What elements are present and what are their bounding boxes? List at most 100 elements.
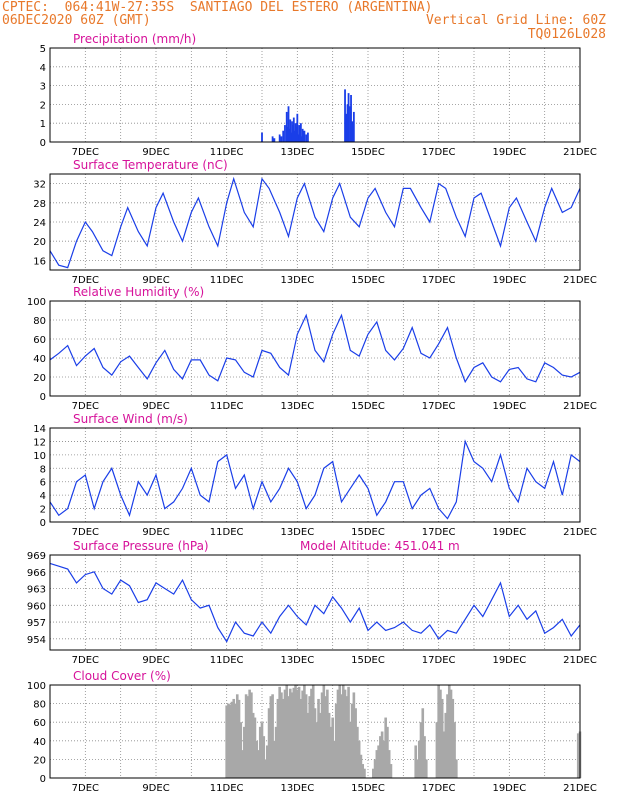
bar <box>447 685 451 778</box>
bar <box>382 740 386 778</box>
header-line2-right: Vertical Grid Line: 60Z <box>425 13 606 28</box>
bar <box>379 736 382 778</box>
panel-frame <box>49 47 581 143</box>
y-tick-label: 32 <box>33 180 46 191</box>
bar <box>303 130 306 142</box>
bar <box>304 694 308 778</box>
y-tick-label: 6 <box>40 478 46 489</box>
bar <box>351 121 353 142</box>
bar <box>377 745 380 778</box>
y-tick-label: 20 <box>33 373 46 384</box>
bar <box>423 736 426 778</box>
bar <box>292 117 295 142</box>
bar <box>344 89 346 142</box>
x-tick-label: 21DEC <box>563 275 597 286</box>
x-tick-label: 19DEC <box>492 655 526 666</box>
x-tick-label: 15DEC <box>351 527 385 538</box>
bar <box>261 132 263 142</box>
bar <box>329 726 333 778</box>
y-tick-label: 10 <box>33 451 46 462</box>
bar <box>287 696 290 778</box>
bar <box>576 733 580 778</box>
header-line1-left: CPTEC: 064:41W-27:35S SANTIAGO DEL ESTER… <box>2 0 433 15</box>
bar <box>346 104 349 142</box>
bar <box>298 130 301 142</box>
x-tick-label: 15DEC <box>351 783 385 794</box>
wind-line <box>49 439 581 520</box>
bar <box>421 708 425 778</box>
bar <box>347 686 350 778</box>
y-tick-label: 100 <box>27 297 46 308</box>
panel-frame <box>49 173 581 271</box>
bar <box>230 701 234 778</box>
x-tick-label: 11DEC <box>210 783 244 794</box>
bar <box>253 717 257 778</box>
bar <box>416 759 419 778</box>
x-tick-label: 15DEC <box>351 401 385 412</box>
bar <box>417 740 421 778</box>
x-tick-label: 15DEC <box>351 147 385 158</box>
bar <box>282 130 285 142</box>
bar <box>287 106 290 142</box>
bar <box>315 722 319 778</box>
x-tick-label: 11DEC <box>210 527 244 538</box>
bar <box>283 689 287 778</box>
y-tick-label: 969 <box>27 551 46 562</box>
bar <box>273 740 276 778</box>
bar <box>326 689 329 778</box>
bar <box>273 138 276 142</box>
bar <box>313 708 317 778</box>
bar <box>340 694 343 778</box>
bar <box>264 759 267 778</box>
bar <box>361 764 364 778</box>
bar <box>271 694 274 778</box>
x-tick-label: 11DEC <box>210 275 244 286</box>
bar <box>352 692 356 778</box>
bar <box>375 750 379 778</box>
x-tick-label: 19DEC <box>492 147 526 158</box>
header-line3-right: TQ0126L028 <box>527 27 606 42</box>
bar <box>284 125 286 142</box>
bar <box>301 128 304 142</box>
y-tick-label: 60 <box>33 718 46 729</box>
bar <box>232 698 236 778</box>
bar <box>243 726 246 778</box>
x-tick-label: 17DEC <box>422 147 456 158</box>
bar <box>297 686 301 778</box>
bar <box>292 687 296 778</box>
bar <box>373 759 377 778</box>
bar <box>281 698 285 778</box>
panel-title: Precipitation (mm/h) <box>73 32 196 46</box>
bar <box>296 113 299 142</box>
bar <box>446 694 449 778</box>
bar <box>255 740 258 778</box>
x-tick-label: 17DEC <box>422 275 456 286</box>
panel-frame <box>49 300 581 397</box>
bar <box>444 712 448 778</box>
y-tick-label: 14 <box>33 424 46 435</box>
bar <box>350 95 352 142</box>
bar <box>274 726 278 778</box>
x-tick-label: 17DEC <box>422 527 456 538</box>
bar <box>241 750 244 778</box>
y-tick-label: 0 <box>40 518 46 529</box>
bar <box>290 692 294 778</box>
bar <box>386 726 389 778</box>
bar <box>352 111 355 142</box>
y-tick-label: 12 <box>33 437 46 448</box>
bar <box>305 134 308 142</box>
bar <box>324 696 327 778</box>
bar <box>299 123 302 142</box>
temp-line <box>49 176 581 269</box>
y-tick-label: 2 <box>40 100 46 111</box>
x-tick-label: 17DEC <box>422 401 456 412</box>
bar <box>414 745 417 778</box>
bar <box>280 692 283 778</box>
bar <box>289 119 292 142</box>
y-tick-label: 16 <box>33 256 46 267</box>
y-tick-label: 954 <box>27 635 46 646</box>
bar <box>296 689 299 778</box>
bar <box>250 692 253 778</box>
bar <box>350 703 354 778</box>
x-tick-label: 7DEC <box>72 527 99 538</box>
